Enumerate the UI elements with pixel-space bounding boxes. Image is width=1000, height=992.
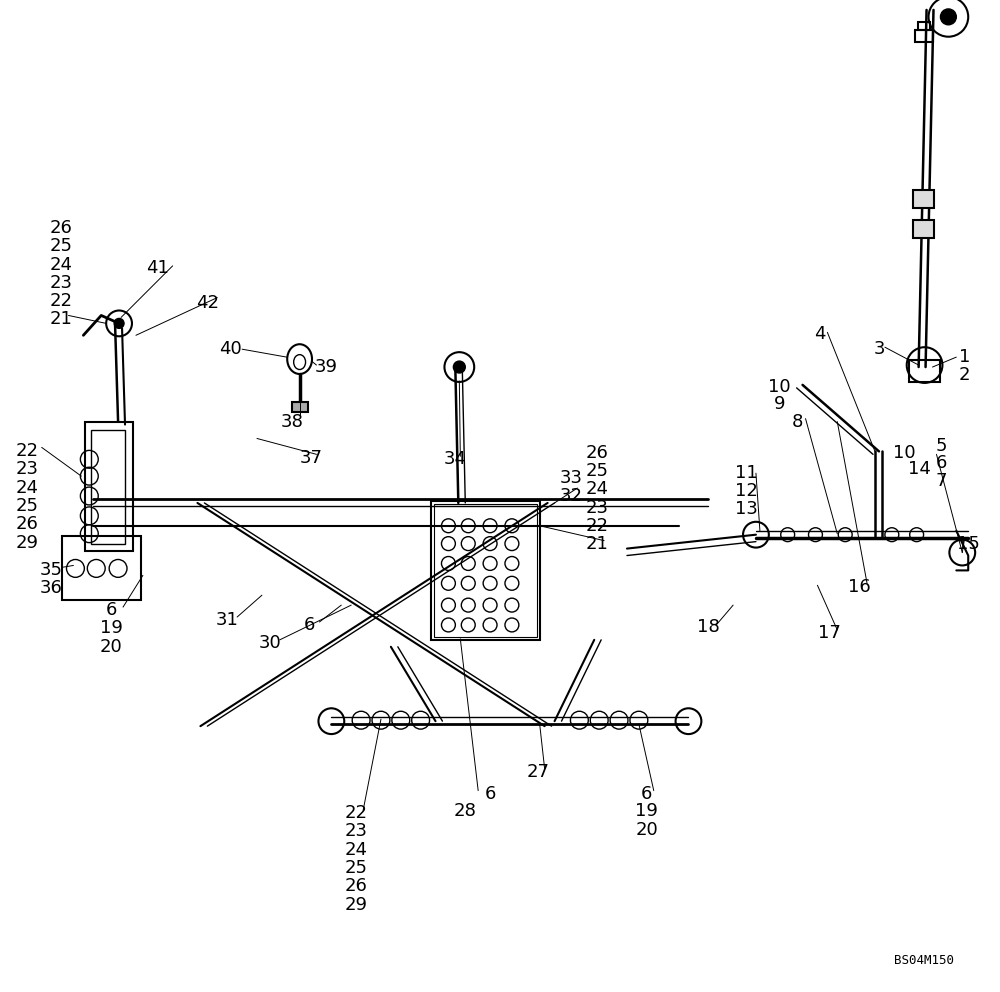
- Text: 6: 6: [936, 454, 947, 472]
- Text: 14: 14: [908, 460, 931, 478]
- Text: 7: 7: [936, 472, 947, 490]
- Text: 37: 37: [300, 449, 323, 467]
- Text: 25: 25: [345, 859, 368, 877]
- Text: 6: 6: [105, 601, 117, 619]
- Text: 23: 23: [15, 460, 38, 478]
- Text: 24: 24: [345, 841, 368, 859]
- Text: 26: 26: [50, 219, 73, 237]
- Text: 17: 17: [818, 624, 841, 642]
- Text: 22: 22: [50, 292, 73, 310]
- Text: 8: 8: [792, 413, 803, 431]
- Text: 22: 22: [586, 517, 609, 535]
- Text: 12: 12: [735, 482, 757, 500]
- Text: 24: 24: [586, 480, 609, 498]
- Text: 41: 41: [146, 259, 169, 277]
- Text: 6: 6: [484, 785, 496, 803]
- Text: 19: 19: [635, 803, 658, 820]
- Text: 30: 30: [258, 634, 281, 652]
- Text: 24: 24: [15, 479, 38, 497]
- Circle shape: [114, 318, 124, 328]
- Circle shape: [453, 361, 465, 373]
- Bar: [91, 430, 125, 544]
- Text: 29: 29: [345, 896, 368, 914]
- Text: 6: 6: [304, 616, 315, 634]
- Bar: [913, 190, 934, 208]
- Text: 9: 9: [774, 395, 785, 413]
- Text: 21: 21: [586, 535, 609, 553]
- Text: 11: 11: [735, 464, 757, 482]
- Text: 42: 42: [196, 294, 219, 311]
- Text: BS04M150: BS04M150: [894, 954, 954, 967]
- Text: 29: 29: [15, 534, 38, 552]
- Text: 25: 25: [15, 497, 38, 515]
- Bar: [915, 30, 933, 42]
- Text: 21: 21: [50, 310, 73, 328]
- Text: 34: 34: [444, 450, 467, 468]
- Text: 3: 3: [873, 340, 885, 358]
- Text: 23: 23: [345, 822, 368, 840]
- Text: 20: 20: [100, 638, 123, 656]
- Text: 26: 26: [345, 877, 368, 895]
- Text: 26: 26: [15, 515, 38, 533]
- Text: 22: 22: [345, 805, 368, 822]
- Text: 40: 40: [219, 340, 242, 358]
- Text: 31: 31: [216, 611, 239, 629]
- Bar: [431, 501, 540, 640]
- Text: 15: 15: [957, 535, 980, 553]
- Text: 35: 35: [40, 561, 63, 579]
- Text: 25: 25: [50, 237, 73, 255]
- Text: 24: 24: [50, 256, 73, 274]
- Text: 19: 19: [100, 619, 123, 637]
- Text: 28: 28: [454, 803, 477, 820]
- Bar: [913, 220, 934, 238]
- Text: 6: 6: [641, 785, 653, 803]
- Text: 2: 2: [959, 366, 970, 384]
- Text: 26: 26: [586, 444, 609, 462]
- Text: 33: 33: [560, 469, 583, 487]
- Bar: [292, 402, 308, 412]
- Text: 10: 10: [893, 444, 916, 462]
- Text: 27: 27: [526, 763, 549, 781]
- Text: 1: 1: [959, 348, 970, 366]
- Text: 16: 16: [848, 578, 870, 596]
- Bar: [909, 360, 940, 382]
- Text: 38: 38: [280, 413, 303, 431]
- Text: 4: 4: [814, 325, 825, 343]
- Text: 20: 20: [635, 821, 658, 839]
- Circle shape: [940, 9, 956, 25]
- Text: 22: 22: [15, 442, 38, 460]
- Text: 25: 25: [586, 462, 609, 480]
- Bar: [918, 22, 930, 30]
- Text: 32: 32: [560, 487, 583, 505]
- Text: 10: 10: [768, 378, 791, 396]
- Bar: [434, 504, 537, 637]
- Text: 39: 39: [315, 358, 338, 376]
- Text: 18: 18: [697, 618, 720, 636]
- Text: 5: 5: [936, 437, 947, 455]
- Text: 36: 36: [40, 579, 63, 597]
- Text: 23: 23: [586, 499, 609, 517]
- Text: 13: 13: [735, 500, 757, 518]
- Bar: [62, 536, 141, 600]
- Bar: [85, 422, 133, 551]
- Text: 23: 23: [50, 274, 73, 292]
